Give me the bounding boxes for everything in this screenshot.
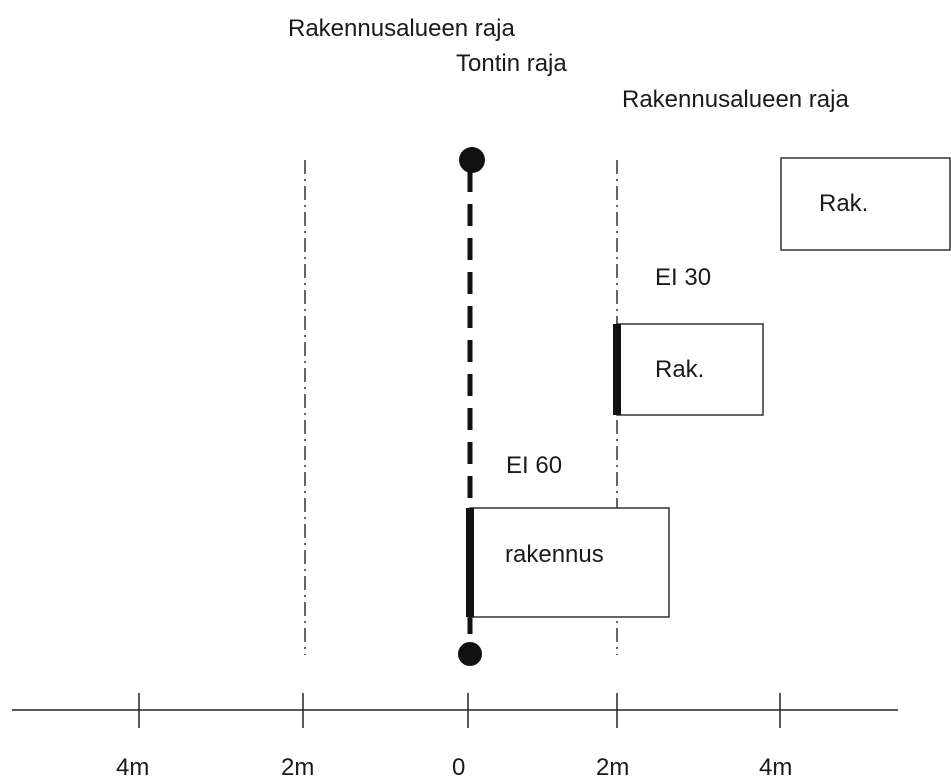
building-area-limit-label-right: Rakennusalueen raja bbox=[622, 86, 849, 113]
plot-boundary-bottom-point bbox=[458, 642, 482, 666]
building-box-middle bbox=[616, 323, 764, 416]
plot-boundary-top-point bbox=[459, 147, 485, 173]
building-area-limit-label-left: Rakennusalueen raja bbox=[288, 15, 515, 42]
axis-tick-label: 2m bbox=[596, 754, 630, 781]
axis-tick-label: 0 bbox=[452, 754, 466, 781]
axis-tick-label: 4m bbox=[759, 754, 793, 781]
fire-class-label-ei30: EI 30 bbox=[655, 264, 712, 291]
building-label-middle: Rak. bbox=[655, 356, 705, 383]
building-label-top-right: Rak. bbox=[819, 190, 869, 217]
fire-class-label-ei60: EI 60 bbox=[506, 452, 563, 479]
building-box-top-right bbox=[780, 157, 951, 251]
axis-tick-label: 4m bbox=[116, 754, 150, 781]
building-label-bottom: rakennus bbox=[505, 541, 604, 568]
building-box-bottom bbox=[469, 507, 670, 618]
plot-boundary-label: Tontin raja bbox=[456, 50, 567, 77]
axis-tick-label: 2m bbox=[281, 754, 315, 781]
